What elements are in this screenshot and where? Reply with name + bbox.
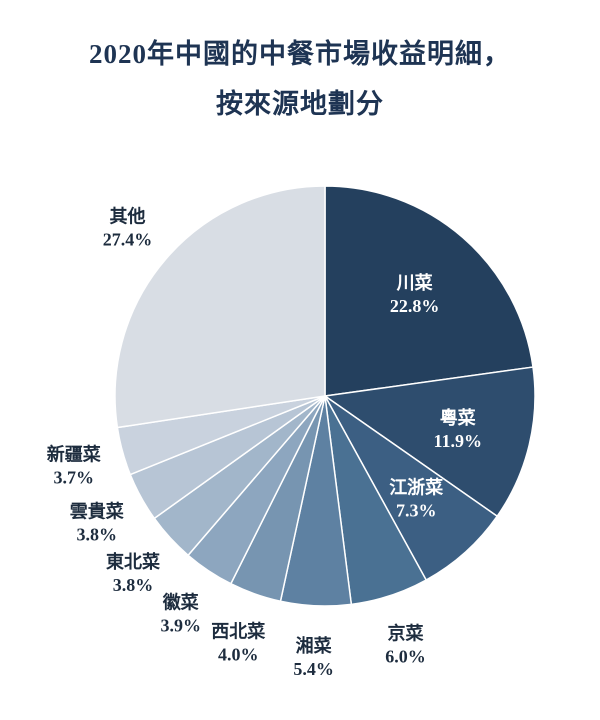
- chart-title: 2020年中國的中餐市場收益明細， 按來源地劃分: [0, 0, 600, 130]
- pie-slice-label: 西北菜 4.0%: [211, 622, 265, 665]
- pie-slice-label: 新疆菜 3.7%: [47, 444, 101, 488]
- pie-slice-label: 雲貴菜 3.8%: [70, 500, 124, 544]
- pie-slice-label: 江浙菜 7.3%: [389, 477, 443, 521]
- pie-slice-label: 東北菜 3.8%: [106, 551, 160, 595]
- chart-title-line-1: 2020年中國的中餐市場收益明細，: [89, 39, 511, 69]
- pie-slice-10: [114, 185, 326, 429]
- pie-chart: 川菜 22.8% 粵菜 11.9% 江浙菜 7.3% 京菜 6.0% 湘菜 5.4% 西北菜 4.0%…: [47, 185, 536, 679]
- pie-slice-label: 其他 27.4%: [103, 205, 153, 249]
- pie-slice-label: 川菜 22.8%: [390, 273, 440, 316]
- pie-slice-label: 徽菜 3.9%: [160, 592, 201, 636]
- pie-slice-1: [323, 366, 536, 518]
- chart-title-line-2: 按來源地劃分: [216, 88, 384, 119]
- pie-slice-label: 京菜 6.0%: [385, 623, 426, 667]
- pie-slice-label: 湘菜 5.4%: [293, 635, 334, 679]
- pie-slice-label: 粵菜 11.9%: [433, 407, 482, 451]
- pie-chart-figure: 川菜 22.8% 粵菜 11.9% 江浙菜 7.3% 京菜 6.0% 湘菜 5.4% 西北菜 4.0%…: [0, 148, 600, 720]
- pie-slice-0: [324, 185, 534, 397]
